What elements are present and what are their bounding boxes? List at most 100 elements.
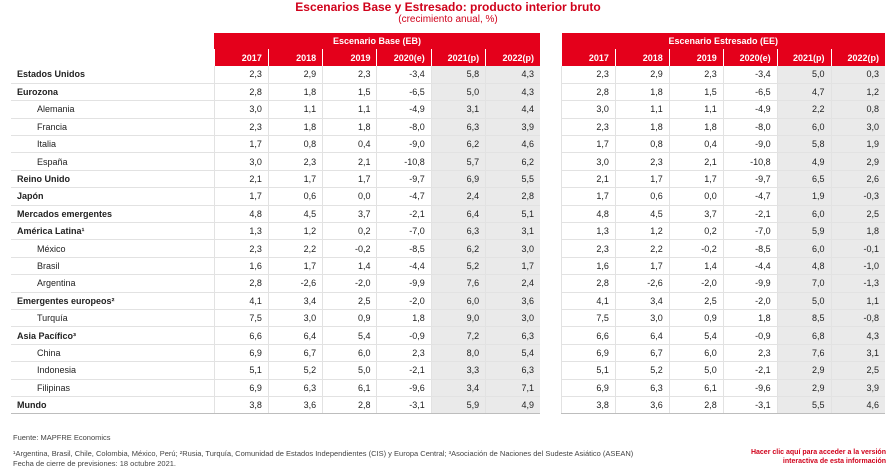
- stress-value-cell: -9,9: [722, 274, 778, 293]
- stress-value-cell: -10,8: [722, 152, 778, 171]
- base-value-cell: 3,0: [213, 152, 269, 171]
- stress-value-cell: 5,0: [776, 292, 832, 310]
- stress-value-cell: 1,7: [614, 257, 670, 276]
- base-value-cell: 1,7: [213, 187, 269, 206]
- stress-value-cell: 4,5: [614, 205, 670, 224]
- stress-value-cell: 2,1: [561, 170, 616, 189]
- base-value-cell: 6,6: [213, 326, 269, 345]
- table-row: Asia Pacífico³ 6,6 6,4 5,4 -0,9 7,2 6,3: [11, 326, 540, 345]
- row-label: Estados Unidos: [11, 66, 214, 84]
- base-value-cell: 3,3: [430, 361, 486, 380]
- stress-value-cell: 5,0: [776, 66, 832, 84]
- stress-value-cell: 7,6: [776, 344, 832, 363]
- stress-value-cell: 3,8: [561, 396, 616, 415]
- table-row: Filipinas 6,9 6,3 6,1 -9,6 3,4 7,1: [11, 379, 540, 397]
- base-years-header-row: 2017 2018 2019 2020(e) 2021(p) 2022(p): [11, 49, 540, 66]
- base-value-cell: 6,3: [267, 379, 323, 397]
- base-value-cell: 5,4: [485, 344, 540, 363]
- table-row: China 6,9 6,7 6,0 2,3 8,0 5,4: [11, 344, 540, 363]
- stress-value-cell: 1,4: [668, 257, 724, 276]
- base-value-cell: 2,4: [430, 187, 486, 206]
- stress-value-cell: 6,6: [561, 326, 616, 345]
- stress-value-cell: -4,4: [722, 257, 778, 276]
- stress-value-cell: 4,7: [776, 83, 832, 102]
- base-value-cell: 2,1: [213, 170, 269, 189]
- table-row: Eurozona 2,8 1,8 1,5 -6,5 5,0 4,3: [11, 83, 540, 102]
- stress-value-cell: 2,2: [614, 239, 670, 258]
- stress-value-cell: 6,8: [776, 326, 832, 345]
- stress-year-header: 2021(p): [776, 49, 832, 66]
- base-value-cell: 6,4: [430, 205, 486, 224]
- base-value-cell: 4,1: [213, 292, 269, 310]
- base-value-cell: 2,3: [213, 239, 269, 258]
- base-value-cell: -8,0: [376, 118, 432, 137]
- stress-value-cell: 4,1: [561, 292, 616, 310]
- stress-value-cell: 6,0: [776, 239, 832, 258]
- stress-value-cell: 4,9: [776, 152, 832, 171]
- base-value-cell: 6,7: [267, 344, 323, 363]
- stress-value-cell: 5,4: [668, 326, 724, 345]
- base-value-cell: 2,8: [213, 83, 269, 102]
- row-label: Indonesia: [11, 361, 214, 380]
- stress-value-cell: 2,3: [668, 66, 724, 84]
- stress-value-cell: 3,0: [561, 100, 616, 119]
- stress-value-cell: 0,9: [668, 309, 724, 328]
- base-year-header: 2021(p): [430, 49, 486, 66]
- stress-value-cell: 4,8: [561, 205, 616, 224]
- base-value-cell: 6,2: [485, 152, 540, 171]
- base-value-cell: 1,7: [267, 257, 323, 276]
- base-value-cell: 4,3: [485, 83, 540, 102]
- stress-value-cell: 1,8: [722, 309, 778, 328]
- stress-value-cell: -3,1: [722, 396, 778, 415]
- table-row: 1,7 0,8 0,4 -9,0 5,8 1,9: [561, 135, 885, 154]
- stress-value-cell: 6,1: [668, 379, 724, 397]
- table-row: 2,3 2,2 -0,2 -8,5 6,0 -0,1: [561, 239, 885, 258]
- base-scenario-table: Escenario Base (EB) 2017 2018 2019 2020(e) 20…: [11, 33, 540, 415]
- base-value-cell: 2,3: [376, 344, 432, 363]
- stress-value-cell: 1,7: [561, 135, 616, 154]
- table-row: México 2,3 2,2 -0,2 -8,5 6,2 3,0: [11, 239, 540, 258]
- stress-value-cell: 1,6: [561, 257, 616, 276]
- stress-value-cell: 0,3: [830, 66, 885, 84]
- table-row: Emergentes europeos² 4,1 3,4 2,5 -2,0 6,0 3,6: [11, 292, 540, 310]
- base-value-cell: 5,2: [267, 361, 323, 380]
- row-label: México: [11, 239, 214, 258]
- table-row: Mundo 3,8 3,6 2,8 -3,1 5,9 4,9: [11, 396, 540, 415]
- stress-value-cell: -2,1: [722, 361, 778, 380]
- stress-value-cell: 2,8: [561, 274, 616, 293]
- base-value-cell: 6,3: [430, 222, 486, 241]
- table-row: 3,0 1,1 1,1 -4,9 2,2 0,8: [561, 100, 885, 119]
- table-row: Italia 1,7 0,8 0,4 -9,0 6,2 4,6: [11, 135, 540, 154]
- table-row: 2,1 1,7 1,7 -9,7 6,5 2,6: [561, 170, 885, 189]
- base-scenario-label: Escenario Base (EB): [214, 33, 540, 49]
- interactive-version-link[interactable]: Hacer clic aquí para acceder a la versió…: [726, 448, 886, 466]
- base-value-cell: 4,9: [485, 396, 540, 415]
- base-value-cell: 3,6: [485, 292, 540, 310]
- table-row: Turquía 7,5 3,0 0,9 1,8 9,0 3,0: [11, 309, 540, 328]
- stress-year-header: 2019: [668, 49, 724, 66]
- base-value-cell: 2,8: [485, 187, 540, 206]
- base-value-cell: 6,0: [322, 344, 377, 363]
- base-value-cell: -2,6: [267, 274, 323, 293]
- row-label: Asia Pacífico³: [11, 326, 214, 345]
- stress-value-cell: 5,0: [668, 361, 724, 380]
- table-row: Japón 1,7 0,6 0,0 -4,7 2,4 2,8: [11, 187, 540, 206]
- stress-value-cell: 3,1: [830, 344, 885, 363]
- row-label: Mercados emergentes: [11, 205, 214, 224]
- base-value-cell: 1,7: [213, 135, 269, 154]
- base-value-cell: -9,0: [376, 135, 432, 154]
- stress-value-cell: 1,3: [561, 222, 616, 241]
- stress-value-cell: -8,0: [722, 118, 778, 137]
- stress-value-cell: -3,4: [722, 66, 778, 84]
- base-value-cell: 6,9: [430, 170, 486, 189]
- stress-value-cell: 1,1: [614, 100, 670, 119]
- stress-value-cell: 0,2: [668, 222, 724, 241]
- base-value-cell: 3,6: [267, 396, 323, 415]
- base-value-cell: 1,7: [485, 257, 540, 276]
- stress-value-cell: 6,0: [776, 205, 832, 224]
- header-blank-cell: [11, 33, 214, 49]
- base-value-cell: -4,9: [376, 100, 432, 119]
- stress-value-cell: -4,7: [722, 187, 778, 206]
- base-value-cell: 1,7: [267, 170, 323, 189]
- base-value-cell: -0,9: [376, 326, 432, 345]
